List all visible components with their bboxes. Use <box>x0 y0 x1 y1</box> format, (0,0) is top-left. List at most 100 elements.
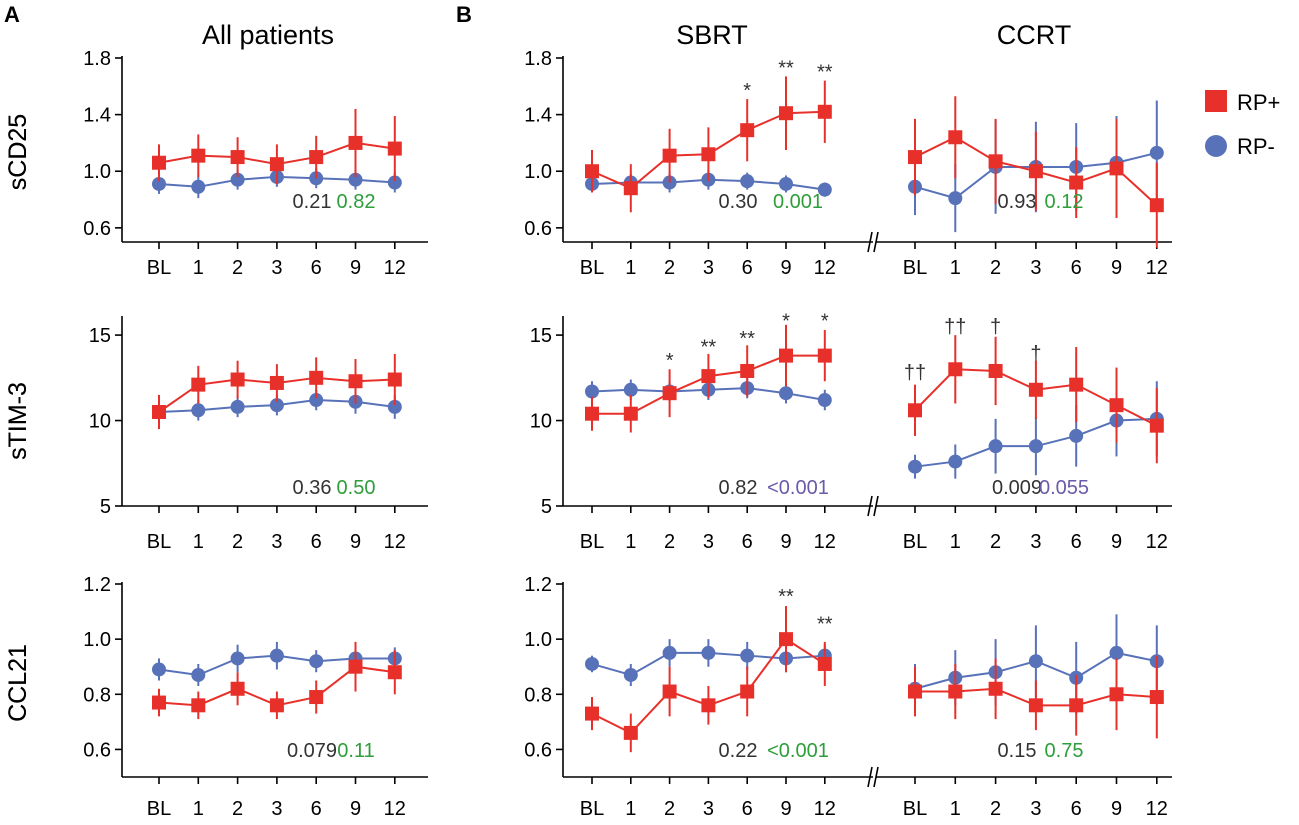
data-point-circle <box>779 386 793 401</box>
x-tick-label: 9 <box>1111 257 1122 279</box>
data-point-square <box>948 130 963 145</box>
p-value: 0.82 <box>337 191 376 213</box>
series-rp-minus <box>152 641 402 687</box>
series-rp-plus <box>585 606 832 753</box>
panel-letter-b: B <box>456 2 472 27</box>
x-tick-label: 1 <box>193 257 204 279</box>
x-tick-label: 12 <box>384 257 406 279</box>
series-rp-plus <box>908 335 1164 464</box>
p-value: 0.055 <box>1039 477 1089 499</box>
x-tick-label: 9 <box>780 531 791 553</box>
data-point-square <box>152 155 166 170</box>
x-tick-label: 6 <box>311 531 322 553</box>
p-value: 0.001 <box>773 191 823 213</box>
data-point-square <box>662 684 677 699</box>
significance-marker: ** <box>778 57 794 79</box>
x-tick-label: BL <box>903 257 927 279</box>
data-point-square <box>1149 198 1164 213</box>
p-value: 0.12 <box>1045 191 1084 213</box>
panel-b-ccrt-ccl21: BL 1 2 3 6 9 120.15 0.75 <box>876 614 1172 820</box>
data-point-square <box>230 150 245 165</box>
y-tick-label: 0.8 <box>83 684 111 706</box>
x-tick-label: 12 <box>1146 257 1168 279</box>
series-rp-plus <box>152 108 402 184</box>
y-tick-label: 1.0 <box>524 629 552 651</box>
legend: RP+ RP- <box>1205 90 1280 159</box>
data-point-circle <box>908 459 922 474</box>
data-point-square <box>817 348 832 363</box>
x-tick-label: 2 <box>664 257 675 279</box>
x-tick-label: 12 <box>814 257 836 279</box>
x-tick-label: 3 <box>1030 798 1041 820</box>
significance-marker: † <box>1030 343 1041 365</box>
p-value: 0.009 <box>992 477 1042 499</box>
data-point-square <box>309 150 324 165</box>
y-tick-label: 15 <box>89 325 111 347</box>
data-point-circle <box>191 403 206 418</box>
x-tick-label: 9 <box>1111 798 1122 820</box>
data-point-square <box>779 106 793 121</box>
data-point-square <box>740 123 755 138</box>
p-value: 0.82 <box>719 477 758 499</box>
data-point-square <box>701 698 716 713</box>
series-rp-plus <box>908 96 1164 248</box>
data-point-square <box>662 386 677 401</box>
x-tick-label: 1 <box>950 798 961 820</box>
significance-marker: †† <box>904 362 926 384</box>
x-tick-label: 1 <box>950 531 961 553</box>
series-rp-plus <box>152 353 402 430</box>
data-point-circle <box>1069 428 1084 443</box>
p-value: 0.93 <box>998 191 1037 213</box>
x-tick-label: 2 <box>232 257 243 279</box>
y-tick-label: 5 <box>541 496 552 518</box>
data-point-square <box>585 406 599 421</box>
x-tick-label: 1 <box>950 257 961 279</box>
significance-marker: †† <box>944 316 966 338</box>
x-tick-label: 12 <box>1146 531 1168 553</box>
data-point-circle <box>740 648 755 663</box>
data-point-circle <box>623 382 638 397</box>
x-tick-label: 3 <box>703 798 714 820</box>
x-tick-label: BL <box>903 531 927 553</box>
significance-marker: † <box>990 316 1001 338</box>
x-tick-label: 1 <box>625 257 636 279</box>
series-rp-plus <box>585 324 832 433</box>
y-tick-label: 15 <box>530 325 552 347</box>
data-point-square <box>230 372 245 387</box>
data-point-circle <box>191 179 206 194</box>
data-point-circle <box>1109 645 1124 660</box>
x-tick-label: 12 <box>1146 798 1168 820</box>
significance-marker: * <box>821 311 829 333</box>
data-point-circle <box>623 667 638 682</box>
p-value: 0.22 <box>719 740 758 762</box>
x-tick-label: 2 <box>232 798 243 820</box>
x-tick-label: 2 <box>990 798 1001 820</box>
x-tick-label: 12 <box>384 531 406 553</box>
data-point-square <box>191 698 206 713</box>
data-point-square <box>779 348 793 363</box>
data-point-square <box>1109 687 1124 702</box>
y-tick-label: 1.8 <box>524 48 552 70</box>
data-point-square <box>152 695 166 710</box>
data-point-square <box>948 362 963 377</box>
series-rp-plus <box>152 641 402 720</box>
data-point-square <box>623 181 638 196</box>
x-tick-label: 12 <box>384 798 406 820</box>
y-tick-label: 0.6 <box>524 739 552 761</box>
y-axis-title: CCL21 <box>4 644 32 722</box>
data-point-circle <box>269 398 284 413</box>
p-value: 0.30 <box>719 191 758 213</box>
x-tick-label: 1 <box>625 531 636 553</box>
data-point-square <box>387 665 402 680</box>
y-tick-label: 1.4 <box>524 105 552 127</box>
series-rp-minus <box>585 639 832 687</box>
x-tick-label: 3 <box>1030 257 1041 279</box>
axis-break-mark <box>867 766 879 788</box>
legend-label-rp-minus: RP- <box>1237 134 1275 159</box>
data-point-square <box>623 406 638 421</box>
data-point-square <box>908 684 922 699</box>
